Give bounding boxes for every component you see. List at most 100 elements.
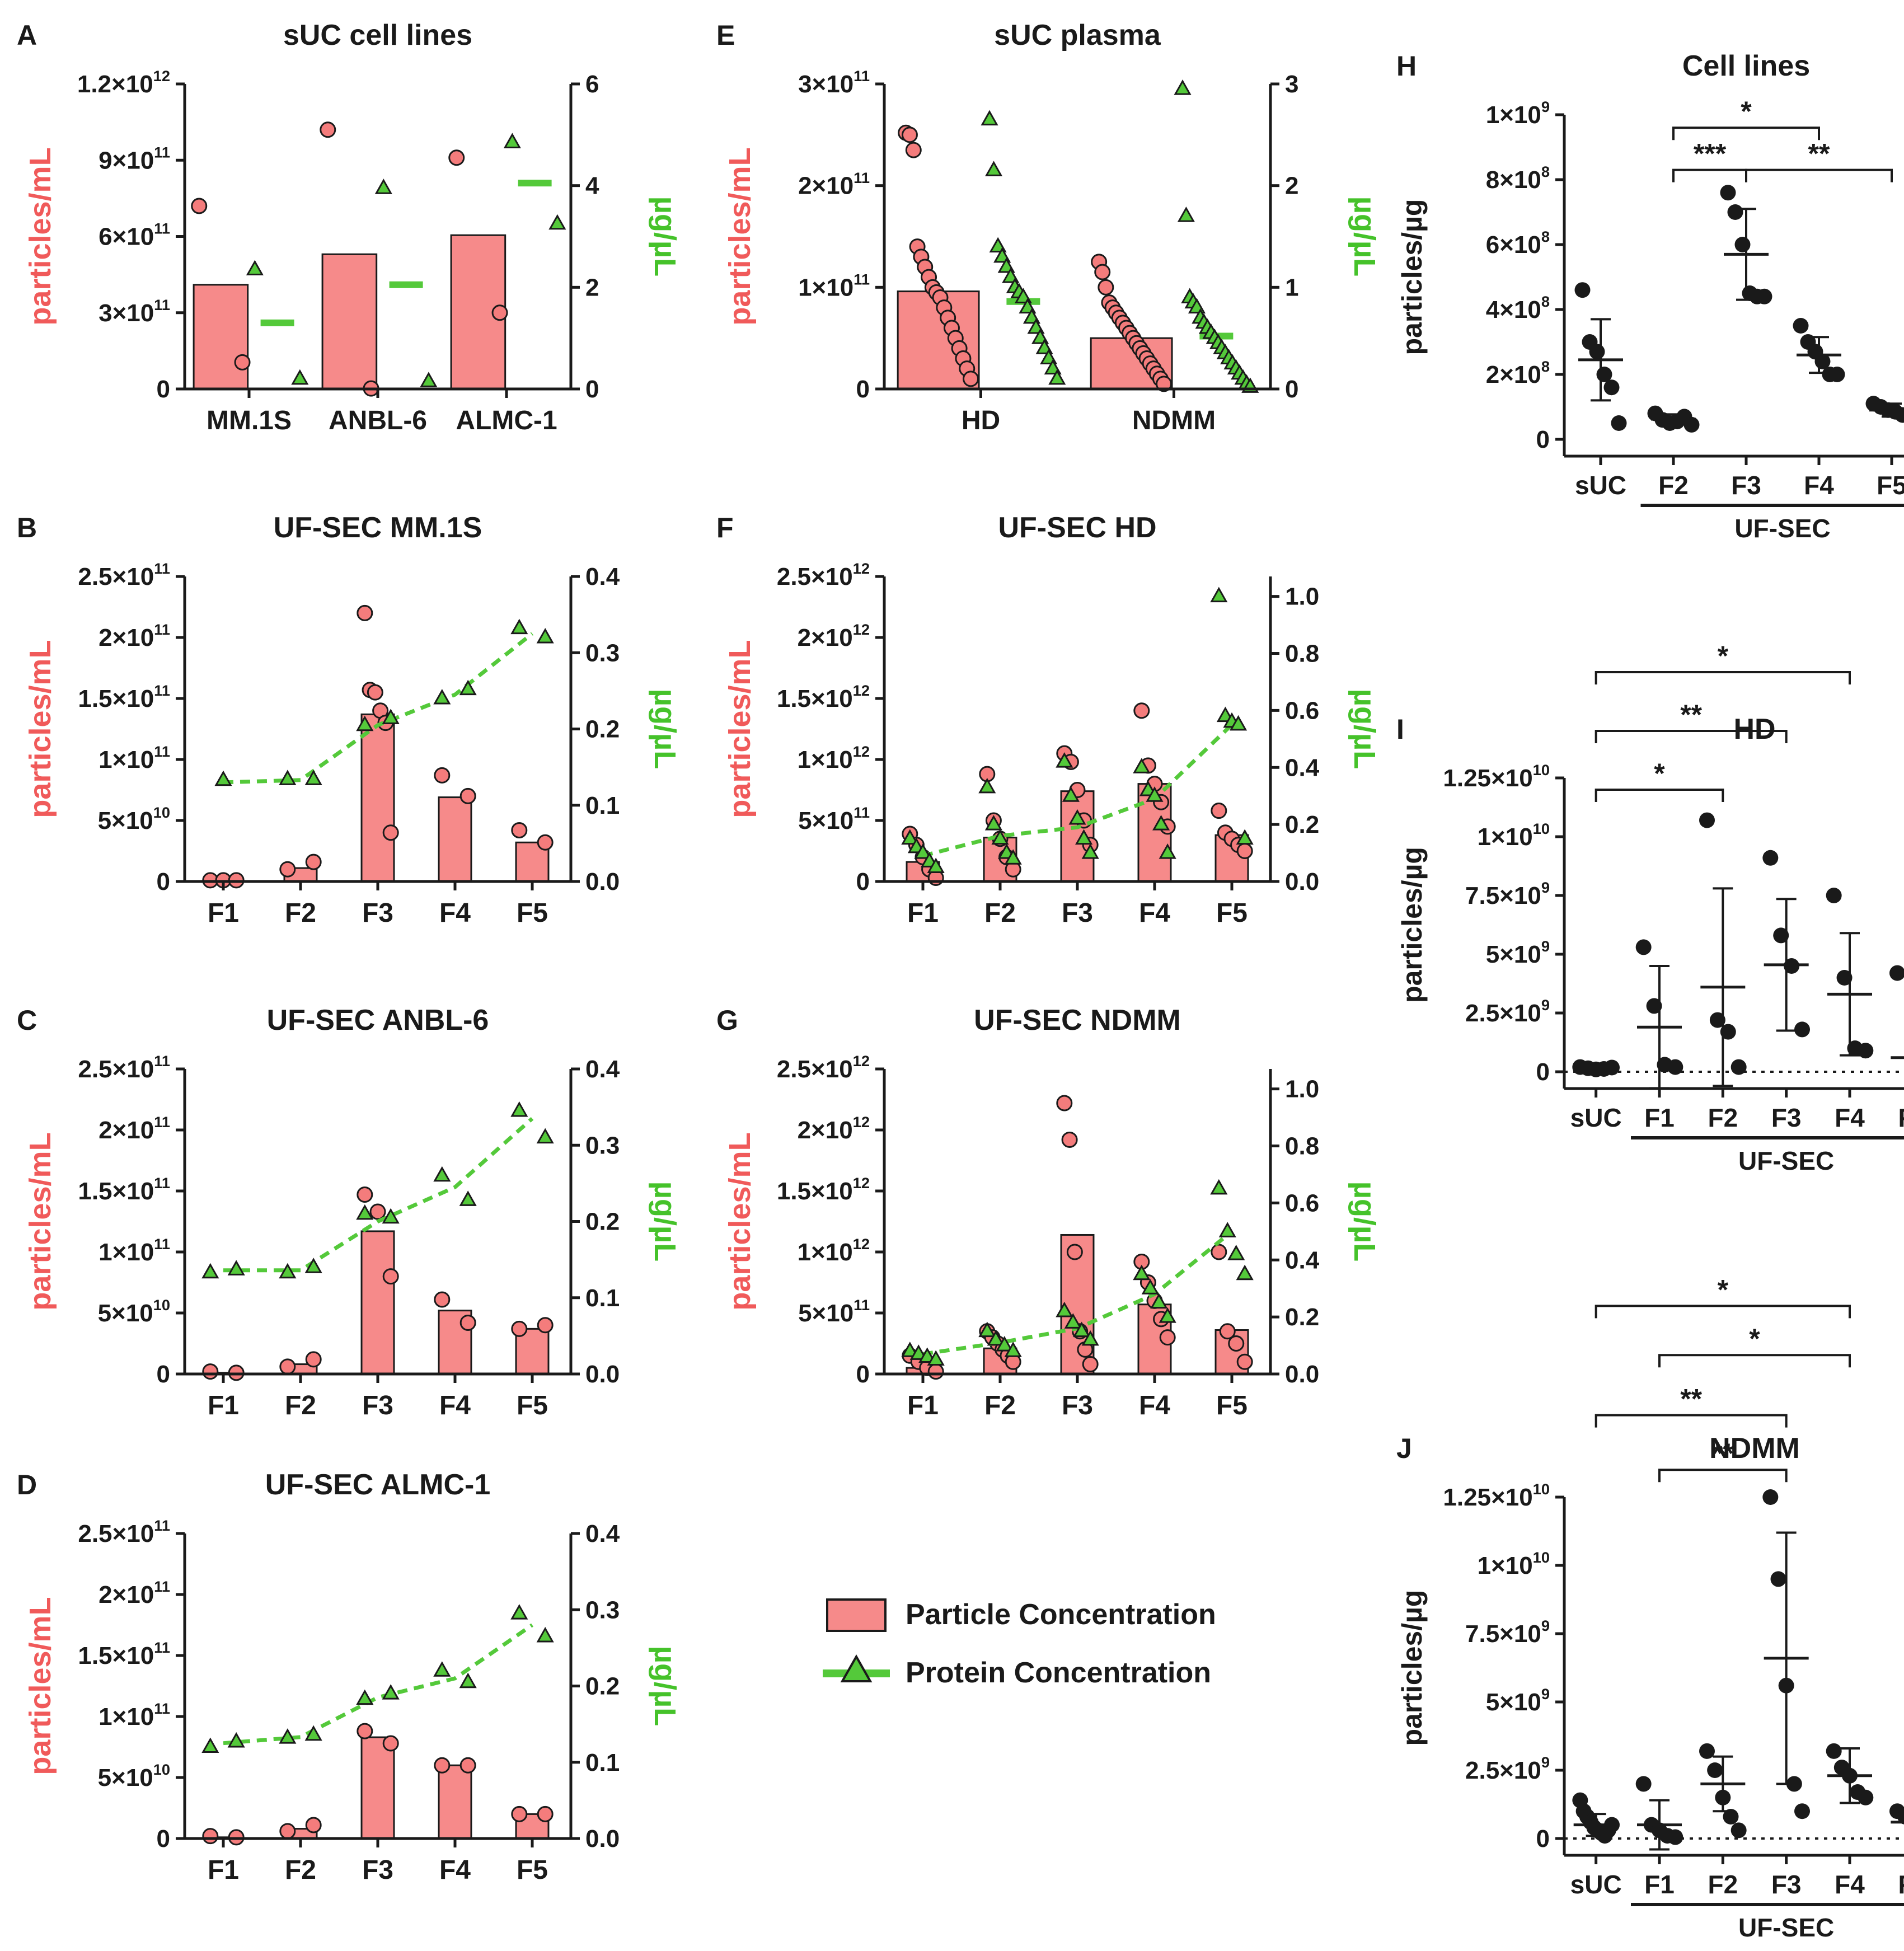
particle-bar [360,1230,395,1375]
y-tick-label: 1×1011 [99,1235,170,1266]
particle-point [1159,1329,1176,1346]
particle-point [279,861,296,878]
y2-tick-label: 0.2 [585,716,620,743]
y-tick-label: 0 [856,376,870,403]
data-point [1731,1059,1747,1075]
protein-point [510,618,528,635]
protein-point [214,770,232,786]
protein-point [1177,207,1195,222]
x-tick-label: F2 [984,1391,1016,1420]
protein-point [536,1128,554,1144]
protein-point [420,372,438,387]
protein-point [985,161,1003,176]
protein-point [227,1260,245,1275]
particle-point [1061,1131,1078,1148]
data-point [1756,288,1772,304]
protein-point [1062,786,1080,802]
y2-tick-label: 0.3 [585,1596,620,1624]
x-tick-label: F3 [1731,471,1761,500]
protein-point [1218,1222,1236,1237]
y-tick-label: 3×1011 [99,296,170,327]
data-point [1836,970,1853,986]
y-tick-label: 0 [157,868,170,895]
x-tick-label: F4 [1139,1391,1170,1420]
panel-label: G [716,1005,738,1036]
particle-point [1156,376,1173,392]
legend-particle-label: Particle Concentration [906,1598,1216,1631]
particle-point [382,1735,399,1752]
x-tick-label: F4 [1139,898,1170,928]
y2-tick-label: 3 [1285,71,1298,98]
protein-point [1210,1179,1228,1195]
y-tick-label: 1.25×1010 [1443,761,1550,792]
y-tick-label: 2.5×1012 [777,1052,870,1083]
particle-point [511,1320,528,1337]
particle-point [537,1317,554,1334]
protein-point [459,679,477,696]
panel-label: A [17,20,37,51]
protein-point [996,1336,1014,1352]
particle-point [1056,1095,1073,1111]
particle-point [901,126,918,143]
protein-point [1159,1307,1176,1323]
particle-point [1211,803,1227,819]
protein-point [1230,715,1248,731]
y2-tick-label: 0.8 [1285,640,1319,668]
protein-point [984,815,1002,831]
protein-point [1146,786,1164,802]
y2-tick-label: 1.0 [1285,1076,1319,1103]
data-point [1589,344,1605,360]
y-axis-title: particles/mL [723,640,757,818]
x-tick-label: sUC [1570,1103,1622,1132]
particle-point [234,354,251,370]
y-tick-label: 0 [1536,426,1550,453]
panel-d: D UF-SEC ALMC-1 0 5×1010 1×1011 1.5×1011 2×101… [17,1469,682,1885]
protein-point [1075,829,1093,845]
protein-point [459,1672,477,1689]
x-tick-label: F1 [208,1391,239,1420]
particle-point [1066,1244,1083,1260]
protein-point [1133,758,1151,773]
x-tick-label: F1 [907,1391,939,1420]
x-tick-label: F5 [1877,471,1904,500]
x-tick-label: F4 [439,898,471,928]
y2-tick-label: 0.8 [1285,1133,1319,1160]
y-axis-title: particles/µg [1396,1590,1428,1746]
x-tick-label: ALMC-1 [456,406,557,435]
particle-point [320,121,336,138]
y2-tick-label: 0.3 [585,1132,620,1159]
y-tick-label: 2×1012 [798,621,870,651]
protein-point [1159,843,1176,859]
significance-bracket [1745,168,1893,182]
x-tick-label: F5 [1898,1870,1904,1899]
y2-tick-label: 2 [1285,172,1298,200]
y-tick-label: 5×1011 [798,804,870,834]
panel-j: J NDMM******02.5×1095×1097.5×1091×10101.2… [1396,1274,1904,1942]
data-point [1667,1829,1683,1845]
particle-bar [438,796,472,883]
legend-protein-label: Protein Concentration [906,1657,1211,1689]
panel-label: D [17,1469,37,1500]
y-tick-label: 1.5×1012 [777,682,870,712]
y2-tick-label: 0.1 [585,1749,620,1776]
data-point [1707,1762,1723,1778]
protein-point [1133,1264,1151,1281]
data-point [1858,1789,1874,1805]
y2-tick-label: 0.3 [585,639,620,667]
y-axis-title: particles/mL [723,147,757,325]
particle-point [305,1817,322,1833]
protein-point [291,369,309,385]
particle-point [1236,843,1253,859]
significance-label: ** [1680,699,1702,730]
particle-point [459,787,476,804]
y2-tick-label: 6 [585,71,599,98]
y-tick-label: 0 [1536,1058,1550,1086]
y-tick-label: 9×1011 [99,143,170,174]
y-tick-label: 1×1010 [1478,820,1550,851]
panel-h: H Cell lines**** **02×1084×1086×1088×1081×… [1396,50,1904,543]
protein-point [382,1208,400,1224]
data-point [1826,888,1842,903]
x-tick-label: F3 [1062,898,1093,928]
chart-title: Cell lines [1682,50,1810,82]
